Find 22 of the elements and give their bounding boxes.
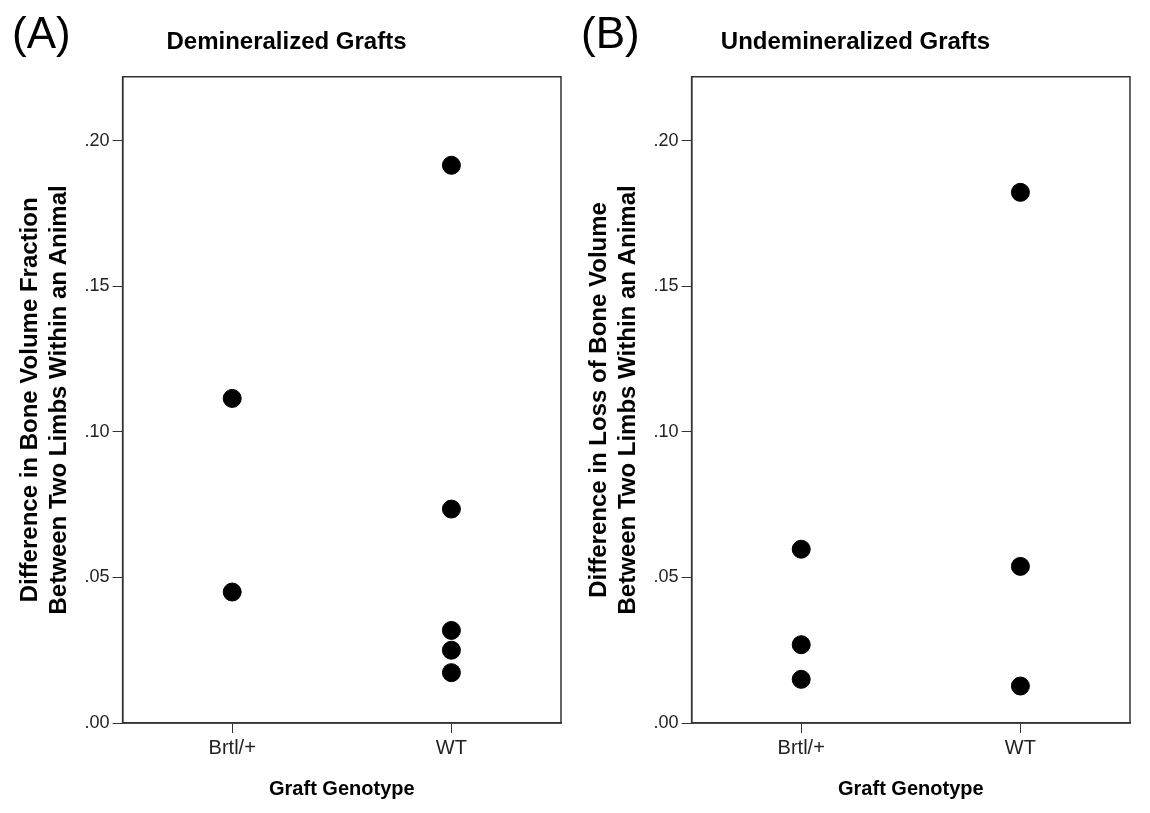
y-tick-label: .05 (653, 566, 679, 587)
y-axis-title: Difference in Loss of Bone Volume Between Two Limbs Within an Animal (584, 185, 640, 615)
x-axis-title: Graft Genotype (838, 776, 984, 799)
text: (B) (581, 8, 640, 58)
y-tick-label: .20 (653, 129, 679, 150)
y-tick-label: .10 (84, 420, 110, 441)
x-tick-label: WT (1004, 735, 1036, 758)
text: (A) (12, 8, 71, 58)
y-tick-label: .05 (84, 566, 110, 587)
y-tick-label: .15 (653, 275, 679, 296)
x-tick-label: Brtl/+ (208, 735, 256, 758)
x-axis-title: Graft Genotype (269, 776, 415, 799)
y-tick-label: .00 (653, 711, 679, 732)
chart-title: Undemineralized Grafts (720, 27, 991, 55)
x-tick-label: Brtl/+ (777, 735, 825, 758)
y-axis-title: Difference in Bone Volume Fraction Between Two Limbs Within an Animal (15, 185, 71, 615)
y-tick-label: .15 (84, 275, 110, 296)
chart-title: Demineralized Grafts (166, 27, 407, 55)
y-tick-label: .00 (84, 711, 110, 732)
y-tick-label: .20 (84, 129, 110, 150)
y-tick-label: .10 (653, 420, 679, 441)
x-tick-label: WT (435, 735, 467, 758)
